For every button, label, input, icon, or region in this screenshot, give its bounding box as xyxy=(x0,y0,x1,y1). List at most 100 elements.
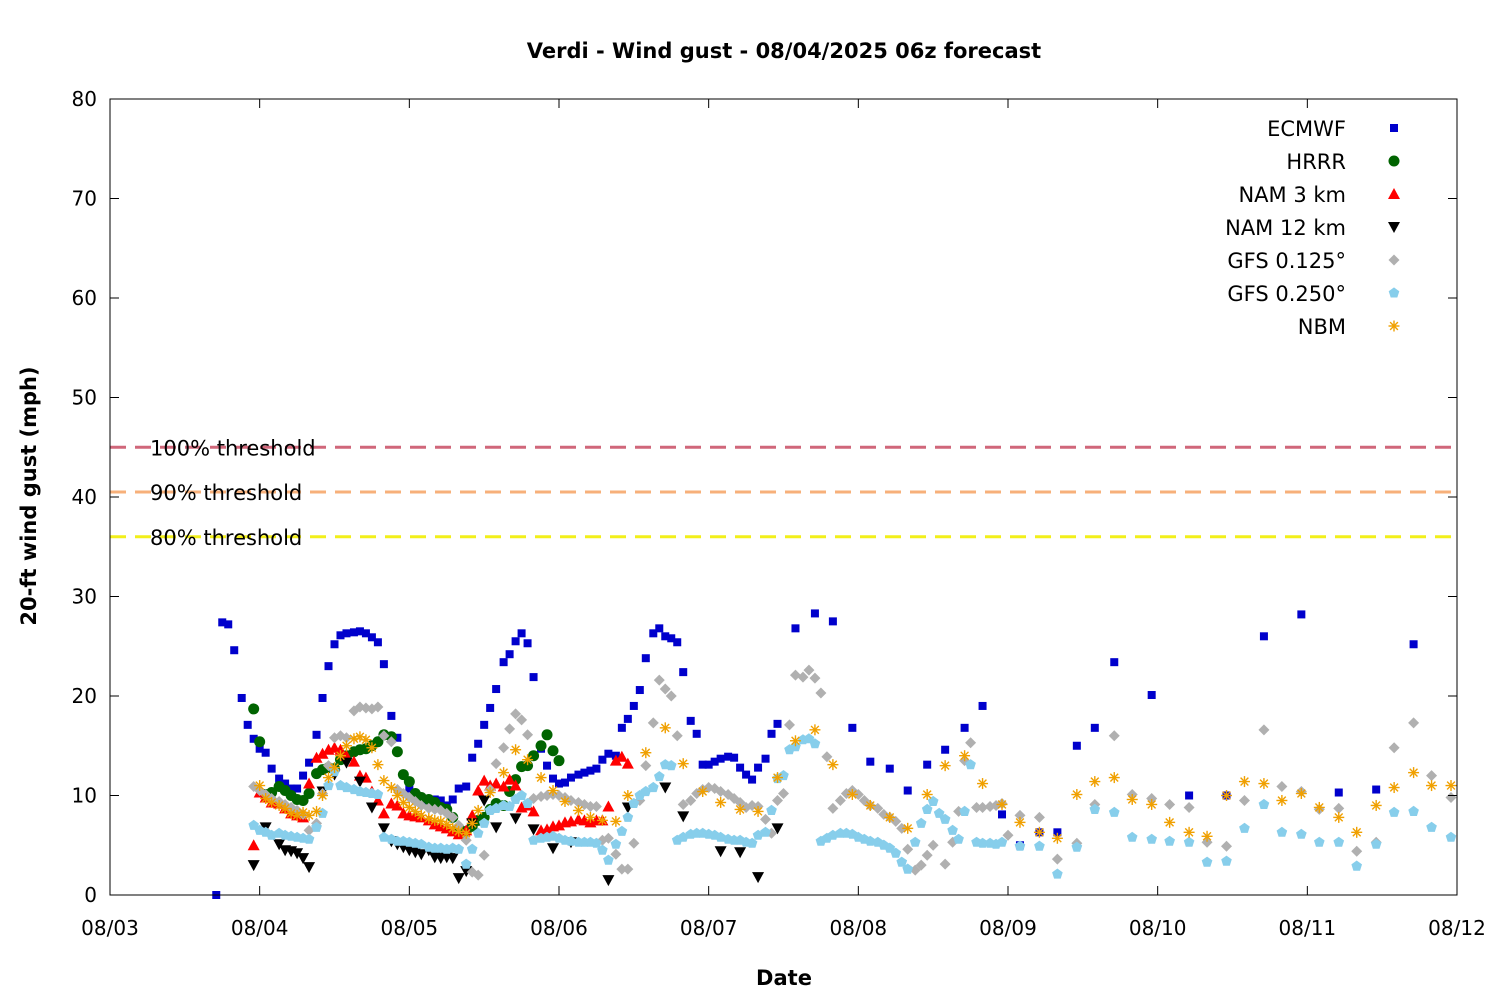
data-point xyxy=(522,754,534,766)
data-point xyxy=(1053,828,1062,837)
asterisk-stroke xyxy=(716,798,726,807)
y-tick-label: 0 xyxy=(84,883,97,907)
data-point xyxy=(923,760,932,769)
asterisk-stroke xyxy=(416,811,426,820)
data-point xyxy=(761,754,770,763)
data-point xyxy=(1351,845,1363,857)
data-point xyxy=(316,747,329,759)
data-point xyxy=(503,773,516,785)
data-point xyxy=(1295,788,1307,800)
data-point xyxy=(959,805,970,816)
data-point xyxy=(1408,717,1420,729)
data-point xyxy=(1388,782,1400,794)
data-point xyxy=(941,745,950,754)
asterisk-stroke xyxy=(1371,801,1381,810)
data-point xyxy=(617,723,626,732)
asterisk-stroke xyxy=(536,773,546,782)
data-series xyxy=(212,609,1457,899)
data-point xyxy=(305,758,314,767)
asterisk-stroke xyxy=(978,779,987,788)
data-point xyxy=(1108,772,1120,784)
data-point xyxy=(1351,826,1363,838)
data-point xyxy=(267,764,276,773)
asterisk-stroke xyxy=(997,800,1007,809)
data-point xyxy=(834,794,846,806)
data-point xyxy=(654,771,665,782)
x-tick-label: 08/06 xyxy=(530,916,588,940)
data-point xyxy=(397,796,409,808)
data-point xyxy=(710,757,719,766)
data-point xyxy=(249,734,258,743)
data-point xyxy=(584,811,596,823)
data-point xyxy=(996,798,1008,810)
asterisk-stroke xyxy=(611,816,621,826)
data-point xyxy=(939,858,951,870)
data-point xyxy=(372,701,384,713)
y-tick-label: 70 xyxy=(72,187,97,211)
data-point xyxy=(621,757,634,769)
data-point xyxy=(752,805,764,817)
data-point xyxy=(336,631,345,640)
data-point xyxy=(677,831,689,842)
data-point xyxy=(247,839,260,851)
data-point xyxy=(441,818,453,830)
data-point xyxy=(791,624,800,633)
data-point xyxy=(789,735,801,747)
data-point xyxy=(378,730,390,742)
data-point xyxy=(478,774,491,786)
legend-marker xyxy=(1388,254,1400,266)
asterisk-stroke xyxy=(318,791,327,800)
data-point xyxy=(1221,790,1233,801)
data-point xyxy=(734,803,746,815)
data-point xyxy=(884,811,896,823)
data-point xyxy=(603,854,614,865)
data-point xyxy=(815,687,827,699)
data-point xyxy=(385,782,397,794)
data-point xyxy=(665,690,677,702)
data-point xyxy=(1052,868,1063,879)
data-point xyxy=(977,801,989,813)
data-point xyxy=(677,798,689,810)
data-point xyxy=(572,804,584,816)
data-point xyxy=(1258,778,1270,790)
data-point xyxy=(592,764,601,773)
data-point xyxy=(297,853,310,865)
x-tick-label: 08/04 xyxy=(231,916,289,940)
asterisk-stroke xyxy=(1015,817,1025,827)
data-point xyxy=(933,807,945,818)
asterisk-stroke xyxy=(274,801,284,810)
data-point xyxy=(505,650,514,659)
legend-label: GFS 0.125° xyxy=(1227,249,1346,273)
data-point xyxy=(391,799,404,811)
asterisk-stroke xyxy=(1446,781,1456,790)
data-point xyxy=(1090,723,1099,732)
data-point xyxy=(1239,822,1250,833)
data-point xyxy=(377,807,390,819)
data-point xyxy=(312,730,321,739)
data-point xyxy=(291,848,304,860)
asterisk-stroke xyxy=(410,807,420,816)
data-point xyxy=(340,740,352,752)
asterisk-stroke xyxy=(485,788,495,797)
data-point xyxy=(1388,806,1400,817)
data-point xyxy=(1351,860,1362,871)
data-point xyxy=(580,768,589,777)
data-point xyxy=(365,802,378,814)
data-point xyxy=(734,847,747,859)
asterisk-stroke xyxy=(330,763,339,773)
data-point xyxy=(1051,832,1063,844)
y-tick-label: 50 xyxy=(72,386,97,410)
data-point xyxy=(809,724,821,736)
data-point xyxy=(1183,826,1195,838)
data-point xyxy=(275,774,284,783)
data-point xyxy=(1333,802,1345,814)
data-point xyxy=(641,654,650,663)
data-point xyxy=(809,672,821,684)
asterisk-stroke xyxy=(1389,321,1399,331)
data-point xyxy=(628,797,640,808)
data-point xyxy=(415,849,428,861)
data-point xyxy=(704,760,713,769)
data-point xyxy=(224,620,233,629)
asterisk-stroke xyxy=(1072,790,1082,799)
data-point xyxy=(698,760,707,769)
